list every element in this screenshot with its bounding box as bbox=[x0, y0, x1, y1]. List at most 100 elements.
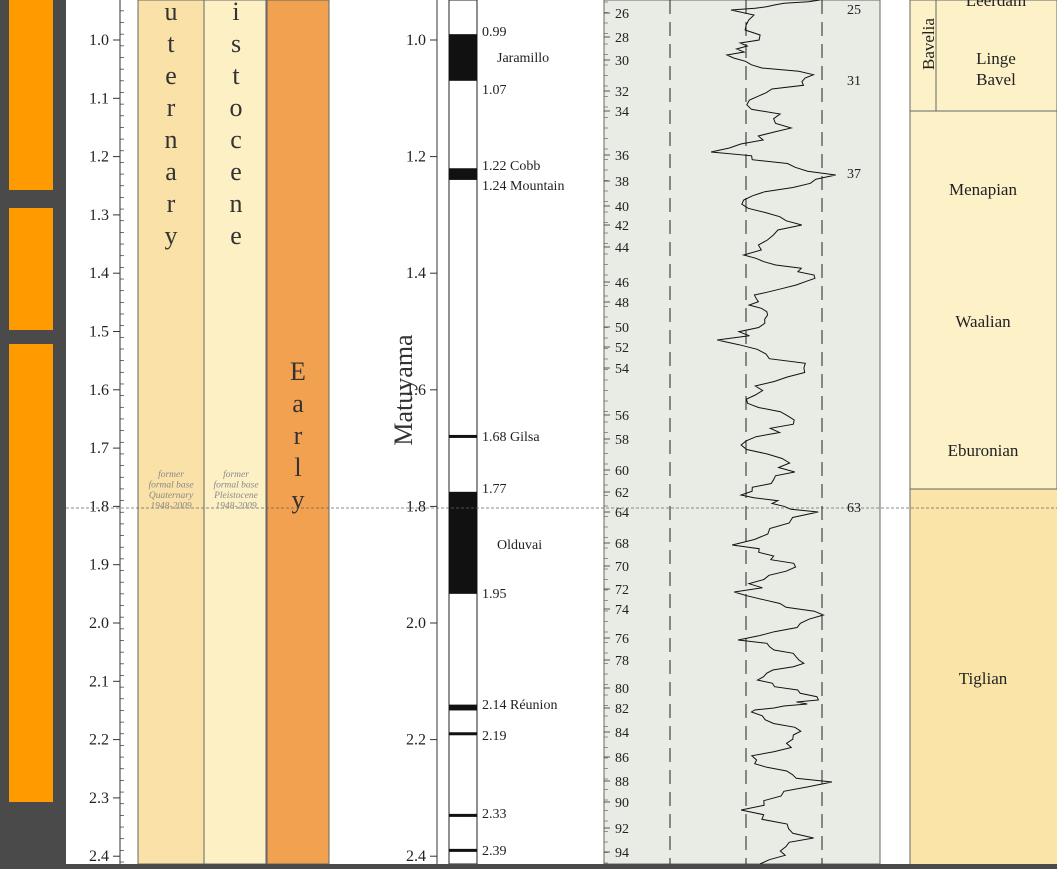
isotope-stage-label: 92 bbox=[615, 822, 629, 837]
isotope-stage-label: 68 bbox=[615, 537, 629, 552]
sidebar bbox=[0, 0, 66, 864]
isotope-peak-label: 31 bbox=[847, 74, 861, 89]
column-letter: n bbox=[230, 189, 243, 218]
depth-tick-label: 1.3 bbox=[89, 207, 109, 224]
polarity-event-label: 1.22 Cobb bbox=[482, 159, 540, 174]
isotope-curve bbox=[710, 0, 836, 865]
base-note-line: 1948-2009 bbox=[150, 502, 191, 512]
isotope-stage-label: 88 bbox=[615, 775, 629, 790]
menapian-label: Menapian bbox=[949, 180, 1017, 199]
isotope-stage-label: 56 bbox=[615, 409, 629, 424]
depth-tick-label: 2.0 bbox=[89, 615, 109, 632]
column-letter: r bbox=[294, 421, 303, 450]
column-letter: o bbox=[230, 93, 243, 122]
depth-tick-label: 1.6 bbox=[406, 382, 426, 399]
isotope-stage-label: 60 bbox=[615, 464, 629, 479]
column-letter: t bbox=[167, 29, 175, 58]
isotope-stage-label: 80 bbox=[615, 682, 629, 697]
normal-polarity-band bbox=[449, 34, 477, 81]
depth-tick-label: 1.7 bbox=[89, 440, 109, 457]
polarity-event-label: 1.95 bbox=[482, 587, 507, 602]
depth-tick-label: 1.4 bbox=[89, 265, 109, 282]
column-letter: E bbox=[290, 357, 306, 386]
isotope-stage-label: 48 bbox=[615, 296, 629, 311]
sidebar-tab-1[interactable] bbox=[9, 0, 53, 190]
base-note-line: formal base bbox=[213, 480, 258, 491]
isotope-stage-label: 54 bbox=[615, 362, 629, 377]
polarity-event-label: 1.07 bbox=[482, 83, 507, 98]
left-depth-axis: 1.0 1.1 1.2 1.3 1.4 1.5 1.6 1.7 1.8 1.9 2.0 2.1 2.2 2… bbox=[89, 0, 124, 865]
normal-polarity-band bbox=[449, 491, 477, 594]
isotope-peak-label: 37 bbox=[847, 167, 861, 182]
normal-polarity-band bbox=[449, 168, 477, 180]
isotope-stage-label: 82 bbox=[615, 702, 629, 717]
depth-tick-label: 2.2 bbox=[406, 732, 426, 749]
eburonian-label: Eburonian bbox=[948, 441, 1019, 460]
column-letter: e bbox=[165, 61, 177, 90]
isotope-stage-label: 58 bbox=[615, 433, 629, 448]
depth-tick-label: 1.0 bbox=[406, 32, 426, 49]
column-letter: i bbox=[232, 0, 239, 26]
column-letter: r bbox=[167, 189, 176, 218]
polarity-bands bbox=[449, 34, 477, 852]
base-note-line: former bbox=[158, 469, 184, 480]
normal-polarity-band bbox=[449, 848, 477, 852]
arrow-right-icon bbox=[9, 268, 16, 278]
normal-polarity-band bbox=[449, 704, 477, 711]
isotope-stage-label: 26 bbox=[615, 7, 629, 22]
isotope-stage-label: 86 bbox=[615, 751, 629, 766]
isotope-stage-label: 46 bbox=[615, 276, 629, 291]
depth-tick-label: 1.4 bbox=[406, 265, 426, 282]
depth-tick-label: 1.6 bbox=[89, 382, 109, 399]
column-letter: u bbox=[165, 0, 178, 26]
right-depth-axis: 1.0 1.2 1.4 1.6 1.8 2.0 2.2 2.4 bbox=[406, 0, 438, 865]
tiglian-label: Tiglian bbox=[959, 669, 1008, 688]
column-letter: e bbox=[230, 157, 242, 186]
isotope-stage-label: 76 bbox=[615, 632, 629, 647]
isotope-stage-label: 70 bbox=[615, 560, 629, 575]
timescale-diagram: 1.0 1.1 1.2 1.3 1.4 1.5 1.6 1.7 1.8 1.9 2.0 2.1 2.2 2… bbox=[66, 0, 1057, 865]
column-letter: l bbox=[294, 453, 301, 482]
isotope-peak-label: 25 bbox=[847, 3, 861, 18]
waalian-label: Waalian bbox=[955, 312, 1011, 331]
isotope-panel bbox=[603, 0, 881, 865]
isotope-stage-label: 78 bbox=[615, 654, 629, 669]
isotope-stage-label: 62 bbox=[615, 486, 629, 501]
isotope-stage-label: 94 bbox=[615, 846, 629, 861]
isotope-stage-label: 34 bbox=[615, 105, 629, 120]
column-letter: n bbox=[165, 125, 178, 154]
isotope-stage-label: 38 bbox=[615, 175, 629, 190]
tiglian-block bbox=[910, 489, 1057, 864]
depth-tick-label: 1.0 bbox=[89, 32, 109, 49]
depth-tick-label: 2.3 bbox=[89, 790, 109, 807]
column-letter: e bbox=[230, 221, 242, 250]
isotope-peak-labels: 25 31 37 63 bbox=[847, 3, 861, 516]
depth-tick-label: 2.2 bbox=[89, 732, 109, 749]
polarity-event-label: 2.33 bbox=[482, 807, 507, 822]
base-note-line: Quaternary bbox=[149, 491, 194, 501]
column-letter: r bbox=[167, 93, 176, 122]
isotope-stage-label: 40 bbox=[615, 200, 629, 215]
isotope-stage-label: 52 bbox=[615, 341, 629, 356]
polarity-event-label: 0.99 bbox=[482, 25, 507, 40]
depth-tick-label: 1.8 bbox=[406, 498, 426, 515]
isotope-stage-label: 30 bbox=[615, 54, 629, 69]
depth-tick-label: 1.2 bbox=[406, 149, 426, 166]
leerdam-label: Leerdam bbox=[966, 0, 1026, 10]
pleistocene-label: istocene bbox=[230, 0, 243, 250]
polarity-event-label: 1.77 bbox=[482, 482, 507, 497]
quaternary-column bbox=[137, 0, 205, 865]
linge-label: Linge bbox=[976, 49, 1016, 68]
column-letter: c bbox=[230, 125, 242, 154]
polarity-event-label: Olduvai bbox=[497, 538, 542, 553]
sidebar-tab-2[interactable] bbox=[9, 208, 53, 330]
pleistocene-column bbox=[203, 0, 267, 865]
column-letter: a bbox=[165, 157, 177, 186]
isotope-stage-label: 50 bbox=[615, 321, 629, 336]
sidebar-tab-3[interactable] bbox=[9, 344, 53, 802]
column-letter: s bbox=[231, 29, 241, 58]
base-note-line: Pleistocene bbox=[213, 491, 258, 501]
isotope-stage-label: 64 bbox=[615, 506, 629, 521]
